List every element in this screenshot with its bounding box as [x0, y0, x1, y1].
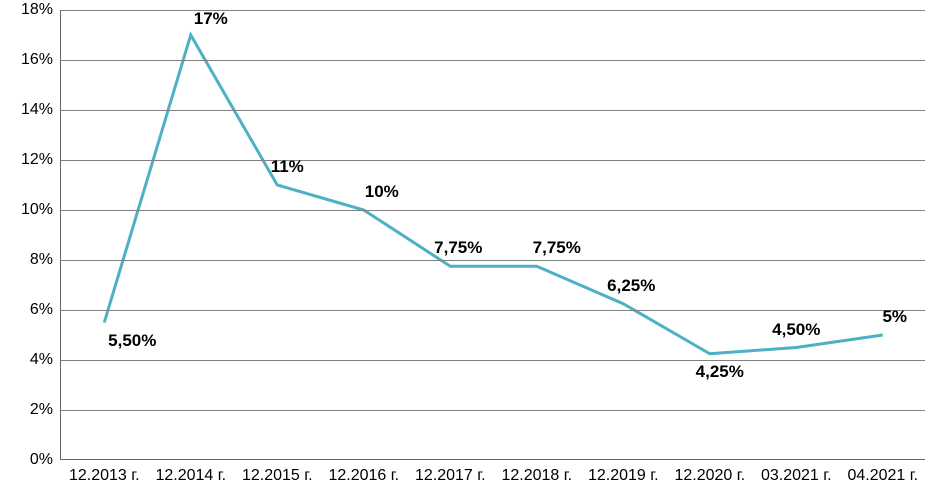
grid-line	[61, 60, 925, 61]
line-chart: 0% 2% 4% 6% 8% 10% 12% 14% 16% 18% 12.2013 г. 12.20…	[0, 0, 941, 500]
y-tick-label: 10%	[21, 201, 61, 219]
y-tick-label: 2%	[30, 401, 61, 419]
series-line	[104, 35, 883, 354]
x-tick-label: 12.2013 г.	[69, 459, 140, 485]
data-label: 5%	[882, 307, 907, 327]
y-tick-label: 0%	[30, 451, 61, 469]
y-tick-label: 8%	[30, 251, 61, 269]
grid-line	[61, 410, 925, 411]
x-tick-label: 12.2018 г.	[501, 459, 572, 485]
x-tick-label: 12.2017 г.	[415, 459, 486, 485]
x-tick-label: 12.2020 г.	[674, 459, 745, 485]
plot-area: 0%2%4%6%8%10%12%14%16%18%12.2013 г.12.20…	[60, 10, 925, 460]
y-tick-label: 16%	[21, 51, 61, 69]
data-label: 6,25%	[607, 276, 655, 296]
y-tick-label: 12%	[21, 151, 61, 169]
line-layer	[61, 10, 926, 460]
grid-line	[61, 260, 925, 261]
data-label: 10%	[365, 182, 399, 202]
x-tick-label: 12.2016 г.	[328, 459, 399, 485]
data-label: 7,75%	[533, 238, 581, 258]
grid-line	[61, 210, 925, 211]
data-label: 4,50%	[772, 320, 820, 340]
x-tick-label: 12.2015 г.	[242, 459, 313, 485]
y-tick-label: 6%	[30, 301, 61, 319]
y-tick-label: 18%	[21, 1, 61, 19]
data-label: 7,75%	[434, 238, 482, 258]
y-tick-label: 14%	[21, 101, 61, 119]
grid-line	[61, 10, 925, 11]
x-tick-label: 03.2021 г.	[761, 459, 832, 485]
data-label: 11%	[271, 157, 304, 177]
x-tick-label: 12.2019 г.	[588, 459, 659, 485]
data-label: 5,50%	[108, 331, 156, 351]
x-tick-label: 12.2014 г.	[155, 459, 226, 485]
grid-line	[61, 360, 925, 361]
data-label: 4,25%	[696, 362, 744, 382]
y-tick-label: 4%	[30, 351, 61, 369]
grid-line	[61, 110, 925, 111]
grid-line	[61, 310, 925, 311]
data-label: 17%	[194, 9, 228, 29]
x-tick-label: 04.2021 г.	[847, 459, 918, 485]
grid-line	[61, 160, 925, 161]
